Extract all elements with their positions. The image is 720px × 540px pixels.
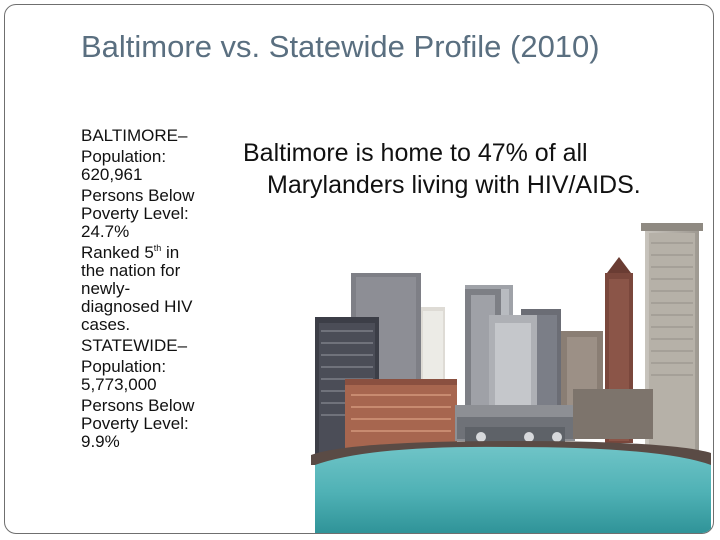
- profile-list: BALTIMORE– Population: 620,961 Persons B…: [81, 127, 231, 451]
- statewide-poverty-label-1: Persons Below: [81, 396, 195, 415]
- rank-suffix: in: [161, 243, 180, 262]
- slide-title: Baltimore vs. Statewide Profile (2010): [81, 29, 600, 64]
- rank-superscript: th: [153, 243, 162, 253]
- baltimore-heading: BALTIMORE–: [81, 126, 188, 145]
- baltimore-rank-line-2: the nation for: [81, 261, 181, 280]
- statewide-poverty-label-2: Poverty Level:: [81, 414, 189, 433]
- baltimore-rank-line-4: diagnosed HIV: [81, 297, 193, 316]
- callout-text: Baltimore is home to 47% of all Maryland…: [243, 137, 703, 201]
- slide: Baltimore vs. Statewide Profile (2010) B…: [4, 4, 714, 534]
- baltimore-poverty-label-1: Persons Below: [81, 186, 195, 205]
- baltimore-rank-line-5: cases.: [81, 315, 131, 334]
- callout-line-1: Baltimore is home to 47% of all: [243, 139, 588, 167]
- baltimore-population-value: 620,961: [81, 165, 143, 184]
- statewide-population-value: 5,773,000: [81, 375, 157, 394]
- baltimore-rank-line: Ranked 5th in: [81, 244, 231, 262]
- baltimore-population-label: Population:: [81, 147, 167, 166]
- city-skyline-icon: [311, 223, 711, 533]
- baltimore-poverty-label-2: Poverty Level:: [81, 204, 189, 223]
- rank-prefix: Ranked 5: [81, 243, 154, 262]
- baltimore-rank-line-3: newly-: [81, 279, 131, 298]
- statewide-population-label: Population:: [81, 357, 167, 376]
- statewide-heading: STATEWIDE–: [81, 336, 188, 355]
- callout-line-2: Marylanders living with HIV/AIDS.: [267, 171, 641, 199]
- statewide-poverty-value: 9.9%: [81, 432, 120, 451]
- baltimore-poverty-value: 24.7%: [81, 222, 130, 241]
